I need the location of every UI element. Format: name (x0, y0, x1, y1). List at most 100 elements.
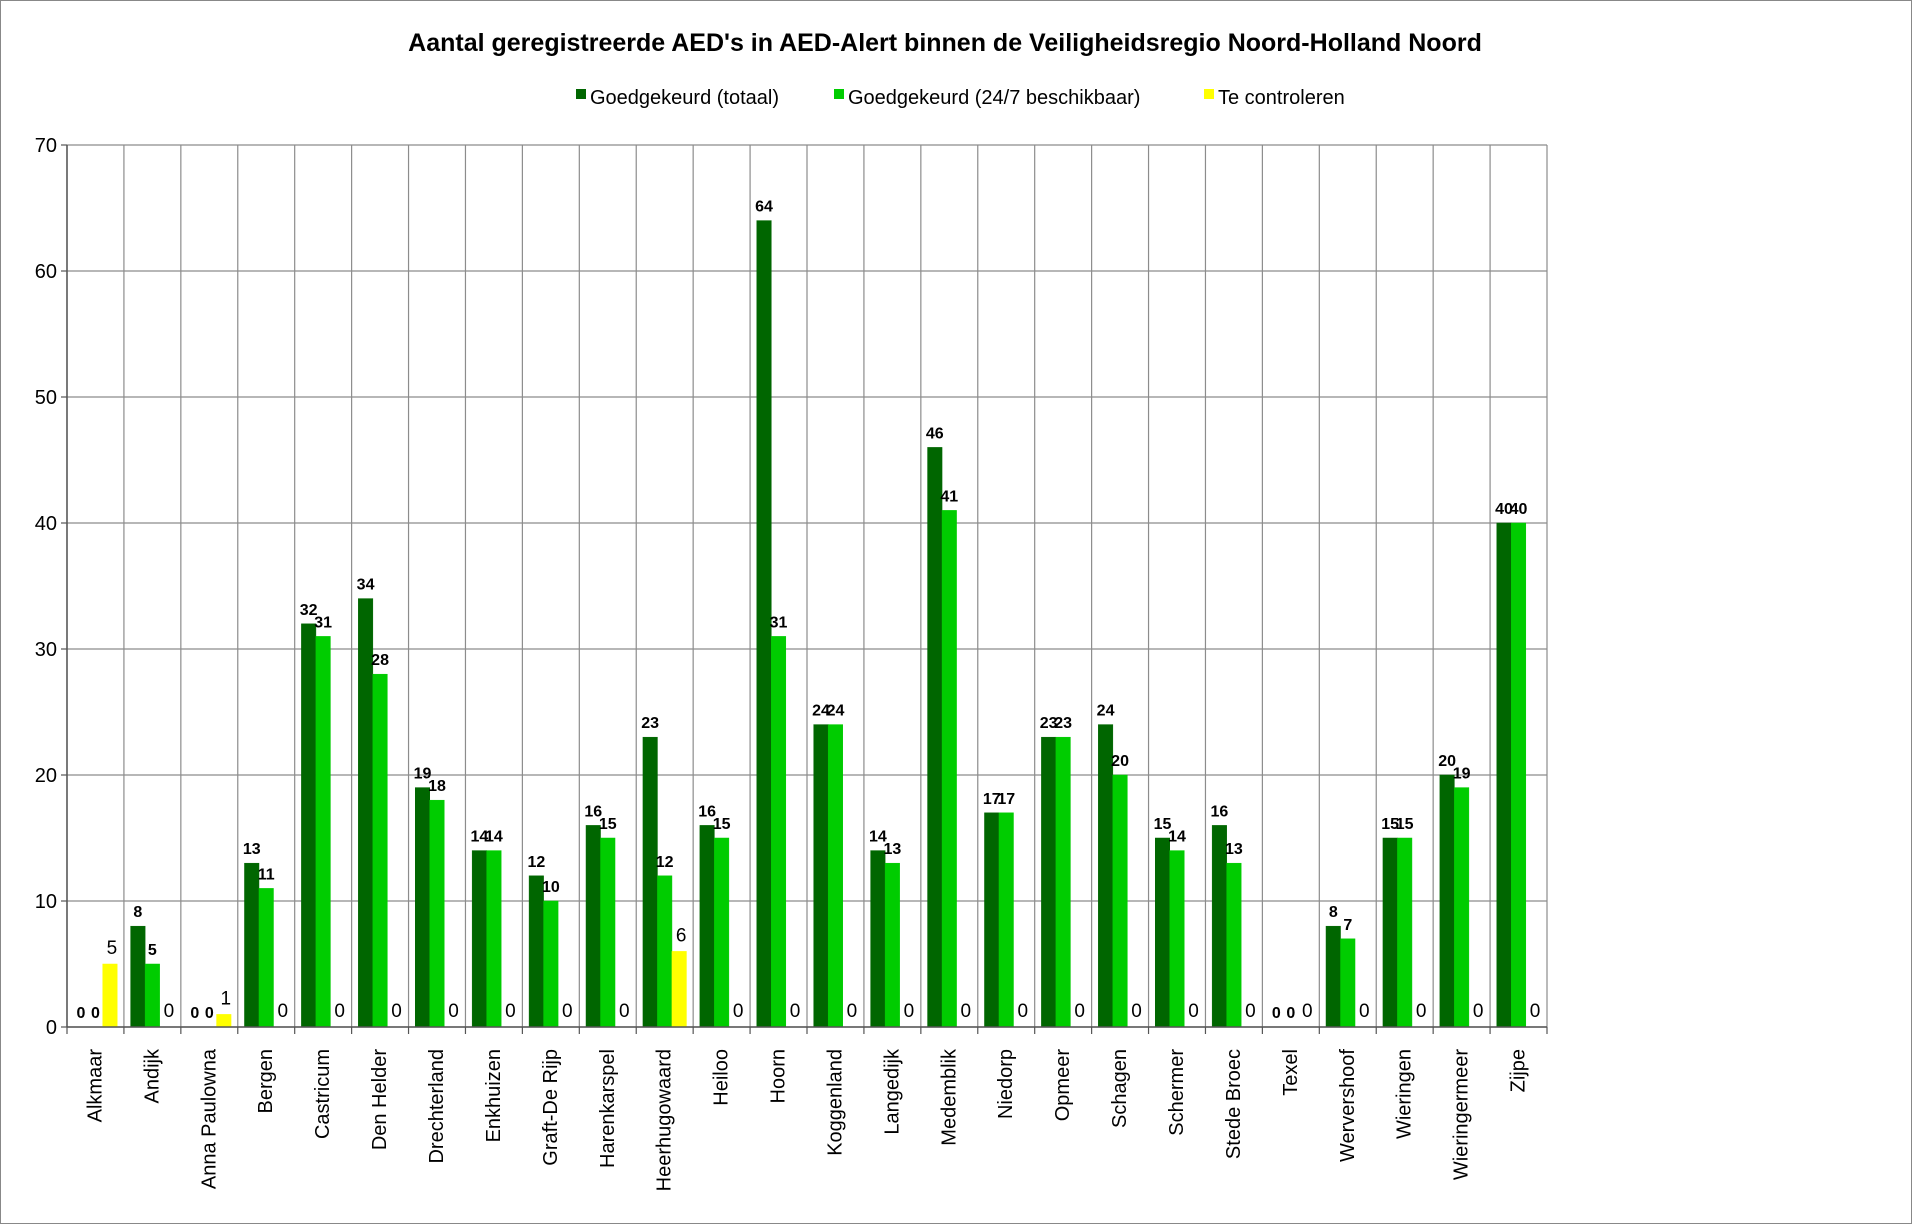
bar-alkmaar-series-3 (102, 963, 118, 1028)
data-label: 6 (676, 925, 687, 946)
chart-title: Aantal geregistreerde AED's in AED-Alert… (408, 29, 1482, 57)
legend-swatch (1204, 89, 1214, 99)
data-label: 0 (562, 1001, 573, 1022)
data-label: 23 (1040, 715, 1058, 732)
legend-label: Goedgekeurd (24/7 beschikbaar) (848, 87, 1140, 109)
data-label: 0 (448, 1001, 459, 1022)
data-label: 15 (1396, 816, 1414, 833)
data-label: 8 (133, 904, 142, 921)
data-label: 14 (869, 829, 887, 846)
data-label: 7 (1343, 917, 1352, 934)
data-label: 40 (1495, 501, 1513, 518)
data-label: 16 (1211, 803, 1229, 820)
bar-schermer-series-1 (1155, 837, 1170, 1028)
data-label: 16 (698, 803, 716, 820)
data-label: 24 (1097, 703, 1115, 720)
bar-andijk-series-1 (130, 925, 146, 1028)
data-label: 0 (1286, 1005, 1295, 1022)
bar-wieringen-series-2 (1397, 837, 1413, 1028)
data-label: 64 (755, 199, 773, 216)
y-tick-label: 50 (35, 387, 57, 409)
bar-opmeer-series-2 (1055, 736, 1071, 1028)
data-label: 20 (1111, 753, 1129, 770)
data-label: 13 (883, 841, 901, 858)
bar-andijk-series-2 (144, 963, 160, 1028)
x-category-label: Medemblik (938, 1048, 960, 1146)
bar-medemblik-series-1 (927, 447, 943, 1028)
data-label: 0 (391, 1001, 402, 1022)
data-label: 0 (1473, 1001, 1484, 1022)
bar-langedijk-series-1 (870, 850, 886, 1028)
bar-schagen-series-2 (1112, 774, 1128, 1028)
data-label: 0 (847, 1001, 858, 1022)
data-label: 0 (733, 1001, 744, 1022)
data-label: 0 (277, 1001, 288, 1022)
x-category-label: Niedorp (995, 1049, 1017, 1119)
data-label: 14 (471, 829, 489, 846)
x-category-label: Texel (1280, 1049, 1302, 1096)
bar-bergen-series-2 (258, 888, 274, 1028)
x-category-label: Zijpe (1508, 1049, 1530, 1092)
bar-heiloo-series-1 (699, 825, 715, 1028)
bar-zijpe-series-2 (1511, 522, 1527, 1028)
x-category-label: Schagen (1109, 1049, 1131, 1128)
data-label: 31 (314, 614, 332, 631)
data-label: 0 (205, 1005, 214, 1022)
bar-schermer-series-2 (1169, 850, 1185, 1028)
data-label: 14 (485, 829, 503, 846)
bar-stede-broec-series-2 (1226, 862, 1242, 1028)
data-label: 12 (527, 854, 545, 871)
data-label: 0 (1416, 1001, 1427, 1022)
x-category-label: Stede Broec (1223, 1049, 1245, 1159)
bar-harenkarspel-series-1 (585, 825, 601, 1028)
data-label: 0 (505, 1001, 516, 1022)
bar-zijpe-series-1 (1496, 522, 1512, 1028)
x-category-label: Alkmaar (84, 1049, 106, 1123)
bar-castricum-series-2 (315, 636, 331, 1028)
data-label: 18 (428, 778, 446, 795)
data-label: 0 (334, 1001, 345, 1022)
data-label: 15 (599, 816, 617, 833)
data-label: 1 (221, 988, 232, 1009)
bar-den-helder-series-2 (372, 673, 388, 1028)
data-label: 0 (961, 1001, 972, 1022)
data-label: 24 (812, 703, 830, 720)
x-category-label: Heerhugowaard (654, 1049, 676, 1191)
y-tick-label: 70 (35, 135, 57, 157)
data-label: 15 (1154, 816, 1172, 833)
data-label: 12 (656, 854, 674, 871)
bar-graft-de-rijp-series-2 (543, 900, 559, 1028)
bar-bergen-series-1 (244, 862, 260, 1028)
bar-niedorp-series-2 (998, 812, 1014, 1028)
data-label: 19 (1453, 766, 1471, 783)
bar-koggenland-series-1 (813, 724, 829, 1028)
bar-wervershoof-series-1 (1325, 925, 1341, 1028)
legend: Goedgekeurd (totaal) Goedgekeurd (24/7 be… (576, 87, 1345, 109)
bar-heerhugowaard-series-2 (657, 875, 673, 1028)
data-label: 0 (790, 1001, 801, 1022)
data-label: 19 (414, 766, 432, 783)
x-category-label: Bergen (255, 1049, 277, 1114)
x-category-label: Anna Paulowna (198, 1048, 220, 1189)
data-label: 0 (1302, 1001, 1313, 1022)
data-label: 23 (641, 715, 659, 732)
y-tick-label: 0 (46, 1017, 57, 1039)
data-label: 0 (77, 1005, 86, 1022)
bar-enkhuizen-series-2 (486, 850, 502, 1028)
bar-drechterland-series-2 (429, 799, 445, 1028)
data-label: 0 (904, 1001, 915, 1022)
data-label: 13 (243, 841, 261, 858)
data-label: 17 (997, 791, 1015, 808)
data-label: 24 (827, 703, 845, 720)
x-category-label: Schermer (1166, 1049, 1188, 1136)
bar-enkhuizen-series-1 (471, 850, 487, 1028)
data-label: 0 (1359, 1001, 1370, 1022)
bar-heerhugowaard-series-3 (671, 951, 687, 1028)
y-tick-label: 40 (35, 513, 57, 535)
data-label: 0 (164, 1001, 175, 1022)
legend-swatch (834, 89, 844, 99)
x-category-label: Graft-De Rijp (540, 1049, 562, 1166)
x-category-label: Harenkarspel (597, 1049, 619, 1168)
